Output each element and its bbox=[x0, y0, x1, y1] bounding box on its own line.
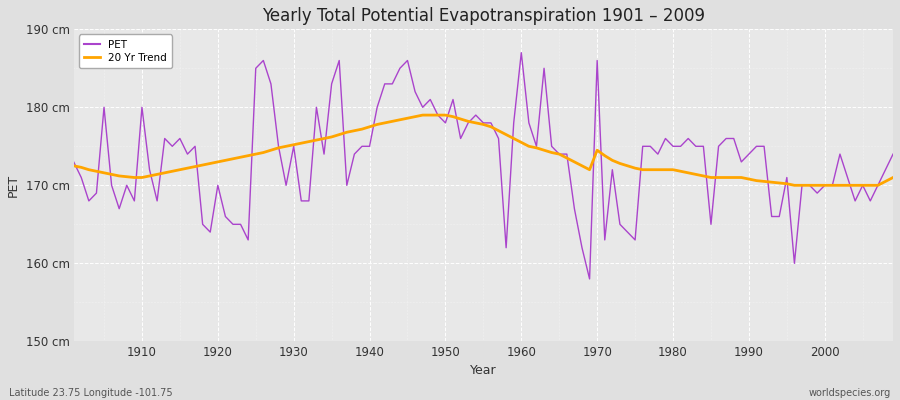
Text: Latitude 23.75 Longitude -101.75: Latitude 23.75 Longitude -101.75 bbox=[9, 388, 173, 398]
Text: worldspecies.org: worldspecies.org bbox=[809, 388, 891, 398]
Title: Yearly Total Potential Evapotranspiration 1901 – 2009: Yearly Total Potential Evapotranspiratio… bbox=[262, 7, 705, 25]
X-axis label: Year: Year bbox=[470, 364, 497, 377]
Y-axis label: PET: PET bbox=[7, 174, 20, 197]
Legend: PET, 20 Yr Trend: PET, 20 Yr Trend bbox=[79, 34, 172, 68]
